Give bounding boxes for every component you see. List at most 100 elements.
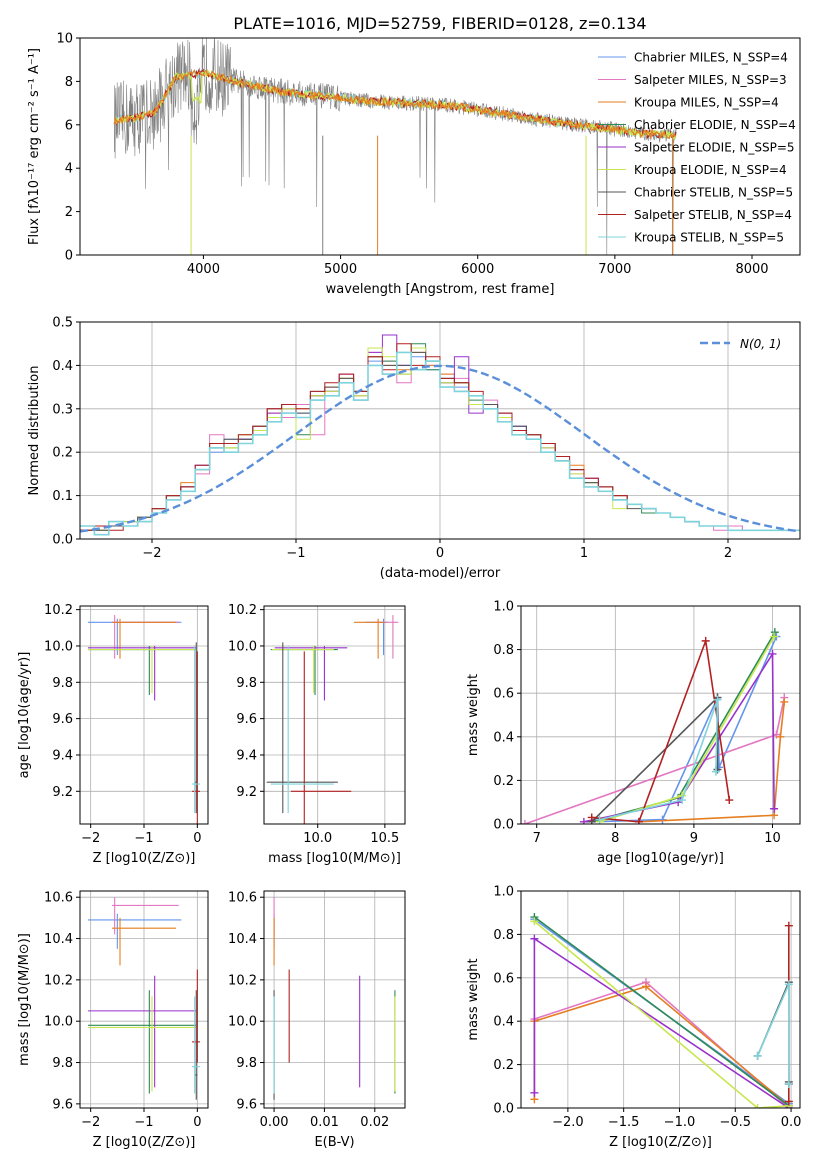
weight_vs_age-xtick-label: 9 (690, 831, 698, 846)
residuals-ylabel: Normed distribution (27, 366, 42, 496)
weight_vs_z-line-kroupa_elodie (533, 920, 789, 1108)
age_vs_z-ytick-label: 9.6 (52, 712, 73, 727)
age_vs_mass-ytick-label: 9.2 (236, 785, 257, 800)
weight_vs_age-line-chabrier_stelib (591, 695, 719, 823)
residuals-ytick-label: 0.1 (52, 489, 73, 504)
weight_vs_age-marker-kroupa_stelib (711, 767, 720, 776)
mass_vs_ebv-ytick-label: 9.8 (236, 1056, 257, 1071)
legend-label-salpeter_miles: Salpeter MILES, N_SSP=3 (634, 73, 787, 87)
weight_vs_age-ytick-label: 0.4 (493, 730, 514, 745)
spectrum-title: PLATE=1016, MJD=52759, FIBERID=0128, z=0… (233, 14, 646, 33)
mass_vs_z-ylabel: mass [log10(M/M⊙)] (17, 933, 32, 1066)
age_vs_z-xlabel: Z [log10(Z/Z⊙)] (93, 851, 196, 866)
weight_vs_age-marker-chabrier_elodie (770, 628, 779, 637)
weight_vs_z-marker-kroupa_elodie (530, 917, 539, 926)
residuals-xtick-label: 2 (724, 546, 732, 561)
weight_vs_age-marker-salpeter_stelib (587, 813, 596, 822)
weight_vs_z-ytick-label: 0.0 (493, 1102, 514, 1117)
weight_vs_z-marker-salpeter_elodie (530, 934, 539, 943)
residuals-ytick-label: 0.4 (52, 359, 73, 374)
mass_vs_z-xtick-label: −1 (134, 1115, 153, 1130)
mass_vs_z-ytick-label: 10.0 (44, 1015, 73, 1030)
weight_vs_age-plot-area (521, 628, 789, 824)
age_vs_z-ytick-label: 9.2 (52, 785, 73, 800)
legend-label-chabrier_elodie: Chabrier ELODIE, N_SSP=4 (634, 118, 796, 132)
hist-kroupa_stelib (80, 351, 800, 536)
weight_vs_age-marker-kroupa_stelib (713, 695, 722, 704)
weight_vs_z-marker-salpeter_stelib (784, 1097, 793, 1106)
weight_vs_age-marker-salpeter_elodie (579, 817, 588, 824)
spectrum-ytick-label: 10 (56, 32, 73, 47)
residuals-xtick-label: −1 (286, 546, 305, 561)
weight_vs_age-line-kroupa_miles (638, 701, 786, 823)
weight_vs_z-line-salpeter_elodie (533, 937, 790, 1108)
age_vs_mass-ytick-label: 9.4 (236, 748, 257, 763)
weight_vs_age-ytick-label: 0.2 (493, 774, 514, 789)
weight_vs_age-marker-chabrier_miles (658, 815, 667, 824)
weight_vs_z-frame (520, 890, 801, 1109)
spectrum-xtick-label: 7000 (598, 262, 631, 277)
weight_vs_z-marker-kroupa_stelib (784, 980, 793, 989)
mass_vs_ebv-frame (263, 890, 406, 1109)
mass_vs_z-ytick-label: 10.2 (44, 973, 73, 988)
spectrum-ytick-label: 8 (65, 75, 73, 90)
weight_vs_z-ytick-label: 1.0 (493, 885, 514, 900)
weight_vs_age-marker-salpeter_elodie (768, 649, 777, 658)
residuals-xtick-label: −2 (142, 546, 161, 561)
weight_vs_z-line-kroupa_stelib (756, 983, 790, 1085)
weight_vs_z-ylabel: mass weight (466, 958, 481, 1040)
age_vs_mass-ytick-label: 9.8 (236, 676, 257, 691)
weight_vs_z-ytick-label: 0.4 (493, 1015, 514, 1030)
weight_vs_z-xtick-label: 0.0 (781, 1115, 802, 1130)
residuals-xtick-label: 0 (436, 546, 444, 561)
weight_vs_z-xtick-label: −2.0 (552, 1115, 584, 1130)
age_vs_mass-xlabel: mass [log10(M/M⊙)] (268, 851, 401, 866)
weight_vs_age-ytick-label: 0.8 (493, 643, 514, 658)
weight_vs_age-ytick-label: 0.6 (493, 687, 514, 702)
weight_vs_age-line-kroupa_stelib (599, 699, 719, 821)
spectrum-model-kroupa_miles (113, 69, 677, 140)
mass_vs_z-ytick-label: 9.8 (52, 1056, 73, 1071)
age_vs_mass-xtick-label: 10.5 (370, 831, 399, 846)
weight_vs_z-ytick-label: 0.2 (493, 1058, 514, 1073)
mass_vs_ebv-ytick-label: 10.6 (228, 891, 257, 906)
weight_vs_z-xtick-label: −0.5 (719, 1115, 751, 1130)
weight_vs_z-marker-salpeter_stelib (784, 921, 793, 930)
mass_vs_z-ytick-label: 10.6 (44, 891, 73, 906)
weight_vs_age-marker-salpeter_stelib (725, 796, 734, 805)
legend-label-chabrier_stelib: Chabrier STELIB, N_SSP=5 (634, 186, 793, 200)
legend-label-kroupa_stelib: Kroupa STELIB, N_SSP=5 (634, 231, 784, 245)
legend-label-kroupa_miles: Kroupa MILES, N_SSP=4 (634, 96, 779, 110)
spectrum-xtick-label: 4000 (187, 262, 220, 277)
age_vs_z-ytick-label: 9.8 (52, 676, 73, 691)
weight_vs_age-marker-salpeter_stelib (701, 636, 710, 645)
spectrum-data-line (114, 38, 677, 255)
weight_vs_age-marker-kroupa_elodie (770, 632, 779, 641)
legend-label-chabrier_miles: Chabrier MILES, N_SSP=4 (634, 51, 788, 65)
age_vs_z-ylabel: age [log10(age/yr)] (17, 652, 32, 779)
age_vs_z-xtick-label: −2 (81, 831, 100, 846)
spectrum-model-kroupa_elodie (113, 70, 677, 141)
weight_vs_z-line-kroupa_miles (533, 985, 790, 1107)
mass_vs_ebv-xlabel: E(B-V) (314, 1135, 354, 1150)
spectrum-xtick-label: 8000 (735, 262, 768, 277)
mass_vs_z-ytick-label: 9.6 (52, 1097, 73, 1112)
spectrum-ytick-label: 4 (65, 162, 73, 177)
spectrum-xlabel: wavelength [Angstrom, rest frame] (326, 282, 555, 297)
residuals-ytick-label: 0.2 (52, 446, 73, 461)
age_vs_mass-xtick-label: 10.0 (303, 831, 332, 846)
mass_vs_z-xlabel: Z [log10(Z/Z⊙)] (93, 1135, 196, 1150)
weight_vs_z-line-salpeter_miles (534, 981, 790, 1108)
gaussian-curve (80, 364, 800, 533)
weight_vs_z-plot-area (530, 913, 793, 1108)
mass_vs_z-ytick-label: 10.4 (44, 932, 73, 947)
mass_vs_z-frame (79, 890, 209, 1109)
mass_vs_ebv-xtick-label: 0.02 (360, 1115, 389, 1130)
residuals-frame (79, 321, 801, 540)
age_vs_z-xtick-label: 0 (193, 831, 201, 846)
weight_vs_age-line-salpeter_stelib (591, 640, 731, 823)
weight_vs_z-marker-kroupa_elodie (753, 1104, 762, 1108)
spectrum-ylabel: Flux [fλ10⁻¹⁷ erg cm⁻² s⁻¹ A⁻¹] (27, 48, 42, 245)
